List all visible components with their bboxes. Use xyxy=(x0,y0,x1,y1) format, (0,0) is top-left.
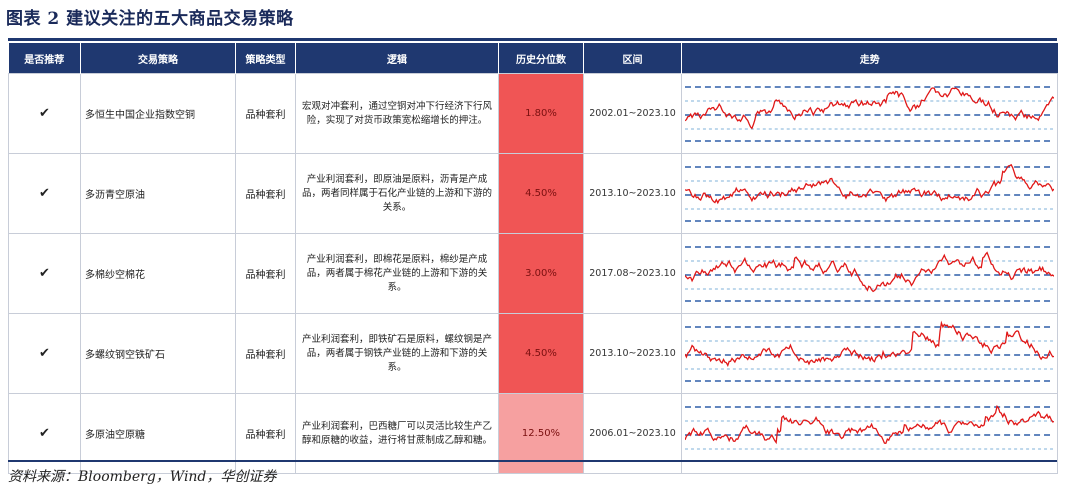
recommend-check-icon: ✔ xyxy=(8,153,81,234)
range-cell: 2013.10~2023.10 xyxy=(583,153,682,234)
type-cell: 品种套利 xyxy=(235,313,296,394)
strategy-cell: 多沥青空原油 xyxy=(80,153,236,234)
trend-chart xyxy=(685,245,1054,302)
range-cell: 2013.10~2023.10 xyxy=(583,313,682,394)
percentile-cell: 4.50% xyxy=(498,313,584,394)
logic-cell: 产业利润套利，即铁矿石是原料，螺纹钢是产品，两者属于钢铁产业链的上游和下游的关系… xyxy=(295,313,499,394)
logic-cell: 产业利润套利，即棉花是原料，棉纱是产成品，两者属于棉花产业链的上游和下游的关系。 xyxy=(295,233,499,314)
strategy-cell: 多螺纹钢空铁矿石 xyxy=(80,313,236,394)
trend-chart xyxy=(685,404,1054,462)
percentile-cell: 1.80% xyxy=(498,73,584,154)
header-trend: 走势 xyxy=(681,43,1058,74)
bottom-rule xyxy=(8,460,1057,462)
strategy-cell: 多恒生中国企业指数空铜 xyxy=(80,73,236,154)
trend-chart-cell xyxy=(681,73,1058,154)
trend-chart xyxy=(685,320,1054,382)
recommend-check-icon: ✔ xyxy=(8,73,81,154)
trend-series-line xyxy=(685,86,1054,129)
trend-chart-cell xyxy=(681,233,1058,314)
table-row: ✔ 多恒生中国企业指数空铜 品种套利 宏观对冲套利，通过空铜对冲下行经济下行风险，实现… xyxy=(8,73,1058,154)
trend-series-line xyxy=(685,250,1054,292)
trend-series-line xyxy=(685,163,1054,204)
trend-series-line xyxy=(685,404,1054,444)
header-type: 策略类型 xyxy=(235,43,296,74)
figure-title: 图表 2 建议关注的五大商品交易策略 xyxy=(6,9,294,29)
logic-cell: 宏观对冲套利，通过空铜对冲下行经济下行风险，实现了对货币政策宽松缩增长的押注。 xyxy=(295,73,499,154)
logic-cell: 产业利润套利，即原油是原料，沥青是产成品，两者同样属于石化产业链的上游和下游的关… xyxy=(295,153,499,234)
percentile-cell: 4.50% xyxy=(498,153,584,234)
table-header-row: 是否推荐 交易策略 策略类型 逻辑 历史分位数 区间 走势 xyxy=(8,43,1058,74)
header-recommend: 是否推荐 xyxy=(8,43,81,74)
table-row: ✔ 多沥青空原油 品种套利 产业利润套利，即原油是原料，沥青是产成品，两者同样属于石化… xyxy=(8,153,1058,234)
strategy-table: 是否推荐 交易策略 策略类型 逻辑 历史分位数 区间 走势 ✔ 多恒生中国企业指数空铜 品种套利… xyxy=(8,43,1058,474)
type-cell: 品种套利 xyxy=(235,73,296,154)
trend-chart-cell xyxy=(681,313,1058,394)
trend-chart-cell xyxy=(681,153,1058,234)
table-row: ✔ 多螺纹钢空铁矿石 品种套利 产业利润套利，即铁矿石是原料，螺纹钢是产品，两者属于钢… xyxy=(8,313,1058,394)
top-rule xyxy=(8,38,1057,41)
header-percentile: 历史分位数 xyxy=(498,43,584,74)
range-cell: 2002.01~2023.10 xyxy=(583,73,682,154)
source-note: 资料来源：Bloomberg，Wind，华创证券 xyxy=(8,469,277,485)
trend-series-line xyxy=(685,320,1054,367)
range-cell: 2017.08~2023.10 xyxy=(583,233,682,314)
header-logic: 逻辑 xyxy=(295,43,499,74)
table-row: ✔ 多棉纱空棉花 品种套利 产业利润套利，即棉花是原料，棉纱是产成品，两者属于棉花产业… xyxy=(8,233,1058,314)
recommend-check-icon: ✔ xyxy=(8,313,81,394)
header-strategy: 交易策略 xyxy=(80,43,236,74)
recommend-check-icon: ✔ xyxy=(8,233,81,314)
trend-chart xyxy=(685,163,1054,222)
percentile-cell: 3.00% xyxy=(498,233,584,314)
trend-chart xyxy=(685,85,1054,142)
header-range: 区间 xyxy=(583,43,682,74)
strategy-cell: 多棉纱空棉花 xyxy=(80,233,236,314)
type-cell: 品种套利 xyxy=(235,233,296,314)
type-cell: 品种套利 xyxy=(235,153,296,234)
